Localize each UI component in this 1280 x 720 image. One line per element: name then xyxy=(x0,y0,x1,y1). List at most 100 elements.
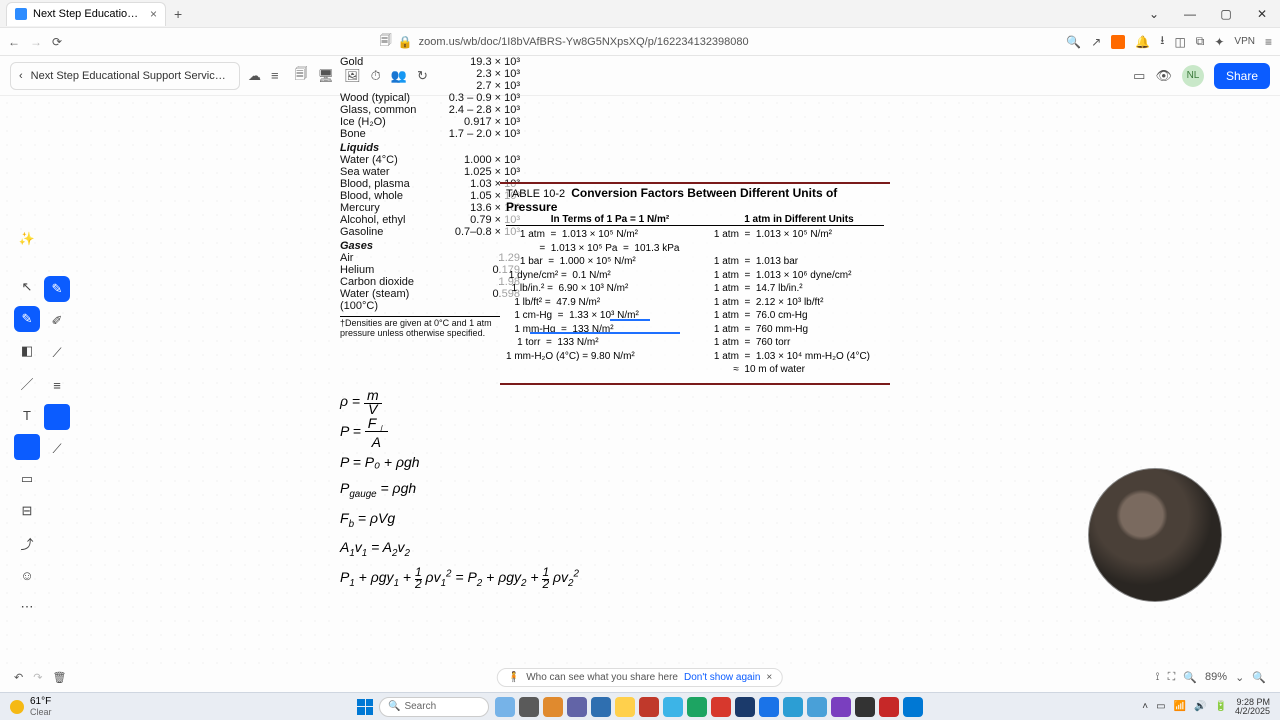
bookmark-icon[interactable]: ✦ xyxy=(1214,35,1224,49)
color-swatch-icon[interactable] xyxy=(14,434,40,460)
formula-hydrostatic: P = P₀ + ρgh xyxy=(340,449,579,476)
page-icon[interactable]: 🗐 xyxy=(295,65,308,87)
eyedropper-icon[interactable]: ⟋ xyxy=(44,436,70,462)
back-icon[interactable]: ← xyxy=(8,35,20,49)
user-avatar[interactable]: NL xyxy=(1182,65,1204,87)
new-tab-button[interactable]: + xyxy=(174,6,182,22)
taskbar-app-icon[interactable] xyxy=(879,697,899,717)
browser-tab[interactable]: Next Step Educational Support × xyxy=(6,2,166,26)
battery-icon[interactable]: 🔋 xyxy=(1215,701,1227,712)
taskbar-app-icon[interactable] xyxy=(591,697,611,717)
comment-icon[interactable]: ▭ xyxy=(1133,68,1145,84)
browser-urlbar: ← → ⟳ 🗐 🔒 zoom.us/wb/doc/1I8bVAfBRS-Yw8G… xyxy=(0,28,1280,56)
vpn-label[interactable]: VPN xyxy=(1234,36,1255,47)
select-tool-icon[interactable]: ↖ xyxy=(14,274,40,300)
zoom-out-icon[interactable]: 🔍 xyxy=(1183,671,1197,684)
zoom-search-icon[interactable]: 🔍 xyxy=(1066,35,1081,49)
whiteboard-canvas[interactable]: ✨ ↖ ✎ ◧ ／ T ▭ ⊟ ⤴ ☺ ⋯ ✎ ✐ ⟋ ≡ ⟋ Gold19.3… xyxy=(0,96,1280,674)
webcam-video[interactable] xyxy=(1088,468,1222,602)
cloud-sync-icon[interactable]: ☁ xyxy=(248,68,261,84)
connector-icon[interactable]: ⊟ xyxy=(14,498,40,524)
privacy-person-icon: 🧍 xyxy=(508,672,520,683)
stroke-options-icon[interactable]: ≡ xyxy=(44,372,70,398)
pen-color-icon[interactable] xyxy=(44,404,70,430)
maximize-icon[interactable]: ▢ xyxy=(1208,7,1244,21)
reader-icon[interactable]: 🗐 xyxy=(380,31,392,52)
menu-icon[interactable]: ≡ xyxy=(1265,35,1272,49)
window-controls: ⌄ ― ▢ ✕ xyxy=(1136,7,1280,21)
privacy-notice: 🧍 Who can see what you share here Don't … xyxy=(497,668,783,687)
formula-bernoulli: P1 + ρgy1 + 12 ρv12 = P2 + ρgy2 + 12 ρv2… xyxy=(340,564,579,593)
breadcrumb-title: Next Step Educational Support Services L… xyxy=(31,70,231,82)
undo-icon[interactable]: ↶ xyxy=(14,671,23,684)
more-tools-icon[interactable]: ⋯ xyxy=(14,594,40,620)
browser-titlebar: Next Step Educational Support × + ⌄ ― ▢ … xyxy=(0,0,1280,28)
privacy-close-icon[interactable]: × xyxy=(766,672,772,683)
redo-icon[interactable]: ↷ xyxy=(33,671,42,684)
formula-continuity: A1v1 = A2v2 xyxy=(340,534,579,563)
shield-icon[interactable] xyxy=(1111,35,1125,49)
hamburger-icon[interactable]: ≡ xyxy=(271,68,279,83)
system-tray[interactable]: ˄ ▭ 📶 🔊 🔋 9:28 PM 4/2/2025 xyxy=(1142,698,1270,716)
taskbar-app-icon[interactable] xyxy=(759,697,779,717)
taskbar-app-icon[interactable] xyxy=(663,697,683,717)
sticky-note-icon[interactable]: ▭ xyxy=(14,466,40,492)
close-window-icon[interactable]: ✕ xyxy=(1244,7,1280,21)
back-page-icon[interactable]: ‹ xyxy=(19,70,23,82)
upload-icon[interactable]: ⤴ xyxy=(14,530,40,556)
tray-chevron-icon[interactable]: ˄ xyxy=(1142,701,1148,712)
map-icon[interactable]: ⛶ xyxy=(1168,671,1176,684)
chevron-down-icon[interactable]: ⌄ xyxy=(1136,7,1172,21)
pen-variant-1-icon[interactable]: ✎ xyxy=(44,276,70,302)
line-tool-icon[interactable]: ／ xyxy=(14,370,40,396)
taskbar-app-icon[interactable] xyxy=(639,697,659,717)
pen-options: ✎ ✐ ⟋ ≡ ⟋ xyxy=(44,276,70,462)
breadcrumb[interactable]: ‹ Next Step Educational Support Services… xyxy=(10,62,240,90)
share-arrow-icon[interactable]: ↗ xyxy=(1091,35,1101,49)
pen-tool-icon[interactable]: ✎ xyxy=(14,306,40,332)
tab-close-icon[interactable]: × xyxy=(150,7,157,21)
taskbar-app-icon[interactable] xyxy=(567,697,587,717)
tray-cast-icon[interactable]: ▭ xyxy=(1156,701,1165,712)
text-tool-icon[interactable]: T xyxy=(14,402,40,428)
minimize-icon[interactable]: ― xyxy=(1172,7,1208,21)
taskbar-search[interactable]: 🔍 Search xyxy=(379,697,489,717)
taskbar-app-icon[interactable] xyxy=(711,697,731,717)
taskbar-app-icon[interactable] xyxy=(543,697,563,717)
eraser-tool-icon[interactable]: ◧ xyxy=(14,338,40,364)
address-bar[interactable]: 🗐 🔒 zoom.us/wb/doc/1I8bVAfBRS-Yw8G5NXpsX… xyxy=(72,31,1056,52)
taskbar-app-icon[interactable] xyxy=(519,697,539,717)
taskbar-app-icon[interactable] xyxy=(807,697,827,717)
start-button[interactable] xyxy=(357,699,373,715)
taskbar-app-icon[interactable] xyxy=(783,697,803,717)
density-footnote: †Densities are given at 0°C and 1 atm pr… xyxy=(340,316,500,339)
download-icon[interactable]: ⭳ xyxy=(1160,31,1164,52)
history-icon[interactable]: 👁 xyxy=(1155,68,1172,84)
taskbar-app-icon[interactable] xyxy=(903,697,923,717)
wifi-icon[interactable]: 📶 xyxy=(1174,701,1186,712)
ai-sparkle-icon[interactable]: ✨ xyxy=(14,226,40,252)
taskbar-app-icon[interactable] xyxy=(687,697,707,717)
share-button[interactable]: Share xyxy=(1214,63,1270,89)
present-icon[interactable]: 🖥 xyxy=(318,68,335,84)
focus-icon[interactable]: ⟟ xyxy=(1156,671,1160,684)
screenshot-icon[interactable]: ⧉ xyxy=(1196,34,1205,49)
sidebar-icon[interactable]: ◫ xyxy=(1174,35,1185,49)
zoom-dropdown-icon[interactable]: ⌄ xyxy=(1235,671,1244,684)
forward-icon[interactable]: → xyxy=(30,35,42,49)
weather-widget[interactable]: 61°F Clear xyxy=(10,696,52,717)
volume-icon[interactable]: 🔊 xyxy=(1194,701,1206,712)
emoji-icon[interactable]: ☺ xyxy=(14,562,40,588)
zoom-in-icon[interactable]: 🔍 xyxy=(1252,671,1266,684)
taskbar-app-icon[interactable] xyxy=(831,697,851,717)
privacy-dismiss-link[interactable]: Don't show again xyxy=(684,672,760,683)
taskbar-app-icon[interactable] xyxy=(735,697,755,717)
taskbar-app-icon[interactable] xyxy=(855,697,875,717)
taskbar-app-icon[interactable] xyxy=(615,697,635,717)
taskbar-app-icon[interactable] xyxy=(495,697,515,717)
highlighter-icon[interactable]: ⟋ xyxy=(44,340,70,366)
trash-icon[interactable]: 🗑 xyxy=(52,671,66,684)
reload-icon[interactable]: ⟳ xyxy=(52,35,62,49)
pen-variant-2-icon[interactable]: ✐ xyxy=(44,308,70,334)
extension-bell-icon[interactable]: 🔔 xyxy=(1135,35,1150,49)
